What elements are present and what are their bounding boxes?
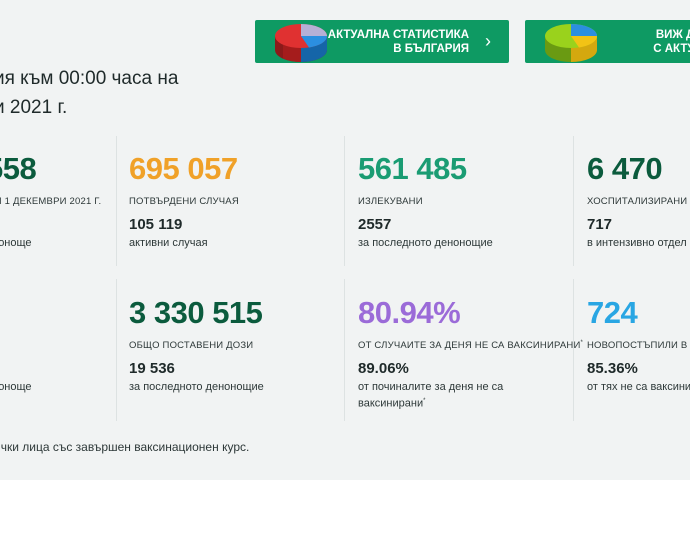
- stat-card-confirmed: 695 057 ПОТВЪРДЕНИ СЛУЧАЯ 105 119 активн…: [129, 151, 239, 250]
- divider: [116, 136, 117, 266]
- footnote: ички лица със завършен ваксинационен кур…: [0, 440, 250, 454]
- stat-sub: от тях не са ваксини: [587, 381, 690, 393]
- stat-value: 89.06%: [358, 360, 409, 377]
- stat-value: 2557: [358, 216, 392, 233]
- stat-value: 717: [587, 216, 613, 233]
- pie-chart-icon: [275, 24, 328, 62]
- stat-label: ОБЩО ПОСТАВЕНИ ДОЗИ: [129, 340, 254, 351]
- stat-card-total-cases-partial: 558 ЪМ 1 ДЕКЕМВРИ 2021 Г. еноноще: [0, 151, 101, 250]
- stat-card-hospitalized: 6 470 ХОСПИТАЛИЗИРАНИ 717 в интензивно о…: [587, 151, 687, 250]
- stat-number: 695 057: [129, 151, 238, 186]
- dynamics-label: ВИЖ ДИНАМИЧ С АКТУАЛНА СТ: [653, 28, 690, 55]
- divider: [116, 279, 117, 421]
- stat-card-unvaccinated-cases: 80.94% ОТ СЛУЧАИТЕ ЗА ДЕНЯ НЕ СА ВАКСИНИ…: [358, 295, 583, 410]
- stat-label: ПОТВЪРДЕНИ СЛУЧАЯ: [129, 196, 239, 207]
- stat-sub: активни случая: [129, 237, 208, 249]
- stat-sub: за последното денонощие: [358, 237, 493, 249]
- stat-card-new-admissions: 724 НОВОПОСТЪПИЛИ В БО 85.36% от тях не …: [587, 295, 690, 394]
- stat-label: НОВОПОСТЪПИЛИ В БО: [587, 340, 690, 351]
- stat-label: ЪМ 1 ДЕКЕМВРИ 2021 Г.: [0, 196, 102, 207]
- stat-card-doses: 3 330 515 ОБЩО ПОСТАВЕНИ ДОЗИ 19 536 за …: [129, 295, 264, 394]
- stat-value: 85.36%: [587, 360, 638, 377]
- pie-chart-icon: [545, 24, 598, 62]
- divider: [344, 136, 345, 266]
- stat-sub: еноноще: [0, 381, 32, 393]
- stat-label: ИЗЛЕКУВАНИ: [358, 196, 423, 207]
- stat-value: 19 536: [129, 360, 175, 377]
- divider: [573, 136, 574, 266]
- stat-number: 80.94%: [358, 295, 461, 330]
- chevron-right-icon: ›: [485, 31, 491, 51]
- current-statistics-button[interactable]: АКТУАЛНА СТАТИСТИКА В БЪЛГАРИЯ ›: [255, 20, 509, 63]
- divider: [573, 279, 574, 421]
- stat-number: 724: [587, 295, 638, 330]
- current-statistics-label: АКТУАЛНА СТАТИСТИКА В БЪЛГАРИЯ: [327, 28, 469, 55]
- stat-value: 105 119: [129, 216, 183, 233]
- stat-number: 3 330 515: [129, 295, 263, 330]
- stat-sub: еноноще: [0, 237, 32, 249]
- stat-number: 558: [0, 151, 37, 186]
- stat-number: 6 470: [587, 151, 663, 186]
- stat-label: ОТ СЛУЧАИТЕ ЗА ДЕНЯ НЕ СА ВАКСИНИРАНИ*: [358, 340, 584, 352]
- divider: [344, 279, 345, 421]
- stat-label: ХОСПИТАЛИЗИРАНИ: [587, 196, 688, 207]
- stat-number: 561 485: [358, 151, 467, 186]
- stat-card-recovered: 561 485 ИЗЛЕКУВАНИ 2557 за последното де…: [358, 151, 493, 250]
- dynamics-button[interactable]: ВИЖ ДИНАМИЧ С АКТУАЛНА СТ: [525, 20, 690, 63]
- date-headline: ия към 00:00 часа на и 2021 г.: [0, 68, 179, 118]
- stat-sub: от починалите за деня не са ваксинирани*: [358, 381, 504, 410]
- stat-sub: за последното денонощие: [129, 381, 264, 393]
- statistics-panel: АКТУАЛНА СТАТИСТИКА В БЪЛГАРИЯ › ВИЖ ДИН…: [0, 0, 690, 480]
- stat-sub: в интензивно отдел: [587, 237, 687, 249]
